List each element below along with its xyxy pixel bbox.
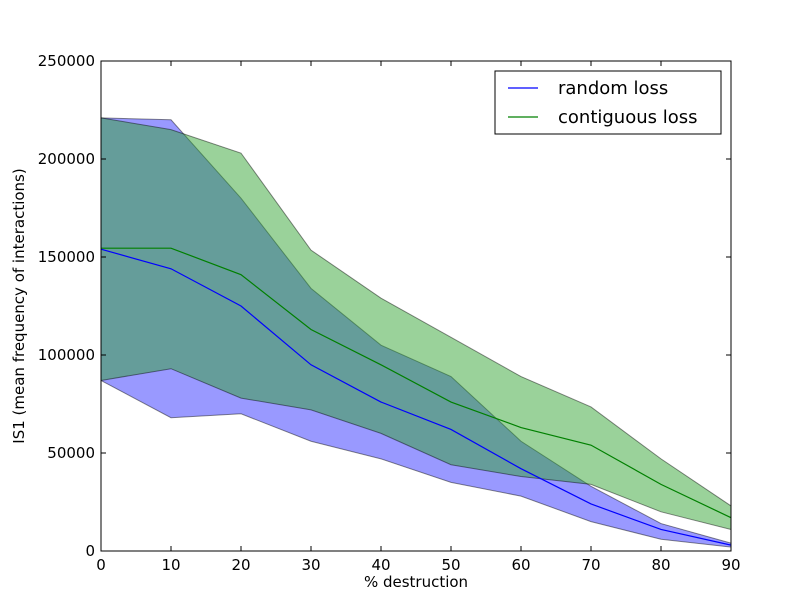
x-tick-label: 50 xyxy=(441,556,460,574)
x-tick-label: 30 xyxy=(301,556,320,574)
legend-box xyxy=(494,70,722,135)
y-tick-label: 250000 xyxy=(38,52,95,70)
x-tick-label: 10 xyxy=(161,556,180,574)
x-tick-label: 60 xyxy=(511,556,530,574)
y-axis-label: IS1 (mean frequency of interactions) xyxy=(10,168,28,443)
y-tick-label: 0 xyxy=(85,542,95,560)
x-tick-label: 90 xyxy=(721,556,740,574)
x-axis-label: % destruction xyxy=(364,573,468,591)
y-axis: 0 50000 100000 150000 200000 250000 xyxy=(38,52,731,560)
x-tick-label: 70 xyxy=(581,556,600,574)
x-tick-label: 20 xyxy=(231,556,250,574)
random-loss-line xyxy=(100,248,732,546)
legend-label-random-loss: random loss xyxy=(558,78,668,99)
x-axis: 0 10 20 30 40 50 60 70 80 90 xyxy=(96,61,741,574)
x-tick-label: 80 xyxy=(651,556,670,574)
series-lines xyxy=(100,247,732,546)
x-tick-label: 40 xyxy=(371,556,390,574)
x-tick-label: 0 xyxy=(96,556,106,574)
y-tick-label: 50000 xyxy=(47,444,95,462)
legend-label-contiguous-loss: contiguous loss xyxy=(558,107,698,128)
y-tick-label: 100000 xyxy=(38,346,95,364)
plot-frame xyxy=(100,60,732,552)
contiguous-loss-line xyxy=(101,247,732,519)
y-tick-label: 200000 xyxy=(38,150,95,168)
y-tick-label: 150000 xyxy=(38,248,95,266)
legend: random loss contiguous loss xyxy=(494,70,722,135)
confidence-bands xyxy=(100,117,732,548)
